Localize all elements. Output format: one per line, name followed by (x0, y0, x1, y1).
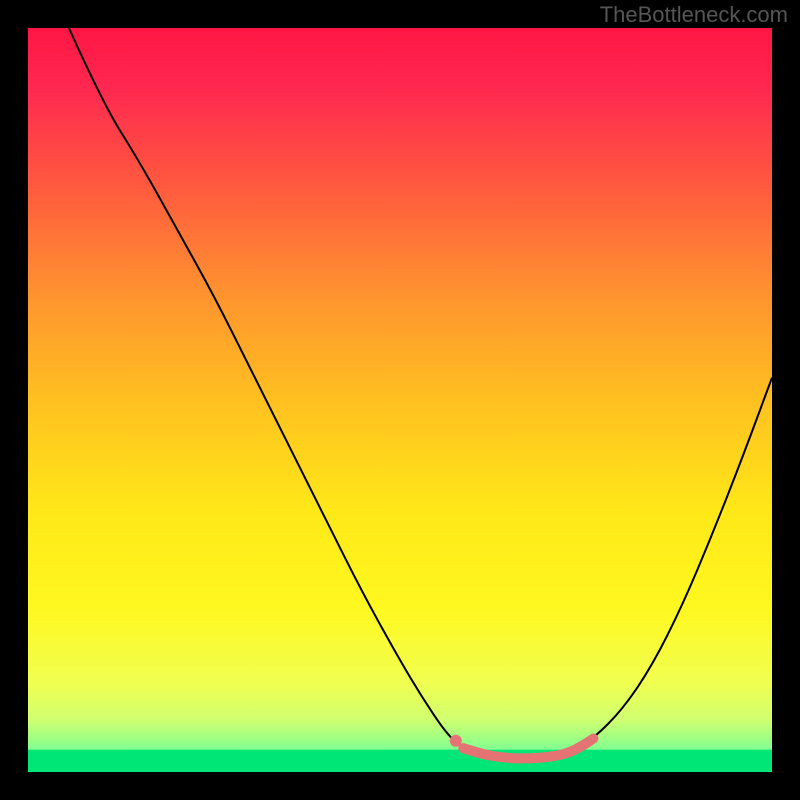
marker-dot (450, 735, 462, 747)
curve-overlay (28, 28, 772, 772)
optimal-range-highlight (463, 739, 593, 759)
chart-container (28, 28, 772, 772)
watermark-text: TheBottleneck.com (600, 2, 788, 28)
bottleneck-curve (69, 28, 772, 758)
